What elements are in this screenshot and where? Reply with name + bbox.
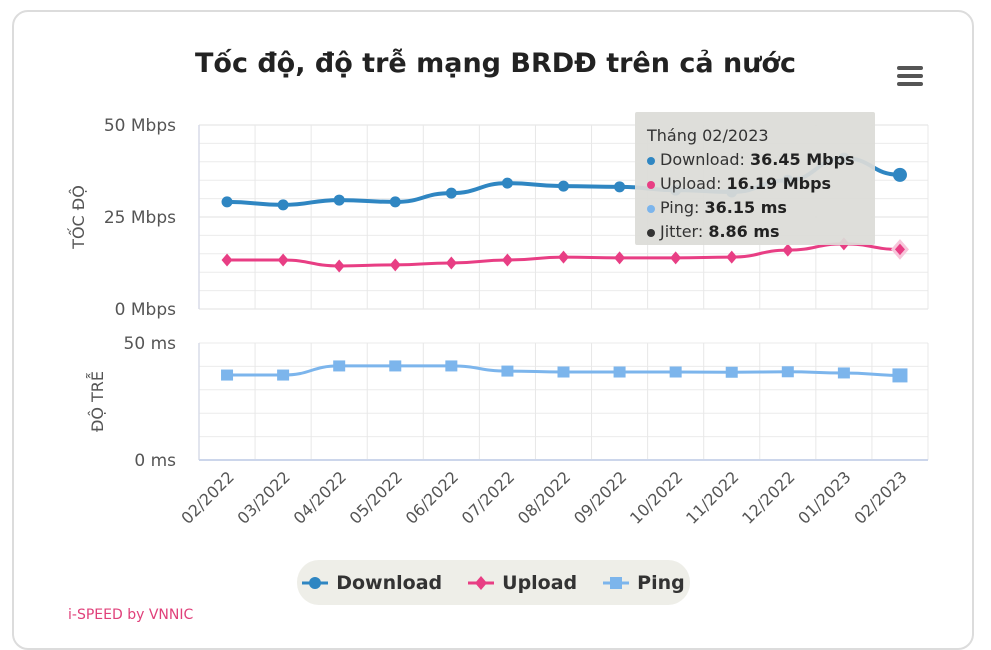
x-tick-label: 11/2022: [682, 467, 742, 527]
data-point-upload: [333, 259, 345, 273]
tooltip-row-ping: Ping: 36.15 ms: [647, 196, 863, 220]
dot-icon: [647, 156, 655, 165]
tooltip-value: 36.15 ms: [704, 198, 787, 217]
data-point-upload: [890, 239, 909, 260]
hamburger-icon[interactable]: [897, 66, 923, 88]
data-point-ping: [892, 368, 908, 383]
data-point-ping: [781, 366, 794, 378]
y-tick-label: 50 Mbps: [104, 116, 176, 136]
x-tick-label: 10/2022: [626, 467, 686, 527]
tooltip-label: Upload:: [660, 174, 727, 193]
square-marker-icon: [603, 576, 630, 589]
data-point-upload: [501, 253, 513, 267]
data-point-download: [614, 181, 626, 193]
chart-title: Tốc độ, độ trễ mạng BRDĐ trên cả nước: [194, 48, 796, 79]
x-tick-label: 06/2022: [402, 467, 462, 527]
data-point-download: [892, 167, 907, 182]
data-point-ping: [221, 369, 234, 381]
y-tick-label: 0 ms: [134, 451, 176, 471]
dot-icon: [647, 204, 655, 213]
data-point-upload: [558, 250, 569, 264]
legend-label: Upload: [502, 571, 578, 594]
y-axis-title: ĐỘ TRỄ: [86, 371, 107, 432]
data-point-ping: [837, 367, 850, 379]
tooltip-header: Tháng 02/2023: [647, 126, 769, 145]
x-tick-label: 08/2022: [514, 467, 574, 527]
tooltip-row-jitter: Jitter: 8.86 ms: [647, 220, 863, 244]
tooltip-label: Download:: [660, 150, 751, 169]
x-tick-label: 02/2023: [850, 467, 910, 527]
x-tick-label: 12/2022: [738, 467, 798, 527]
tooltip-row-download: Download: 36.45 Mbps: [647, 148, 863, 172]
data-point-upload: [670, 251, 682, 265]
legend-item-ping[interactable]: Ping: [603, 572, 685, 594]
data-point-upload: [389, 258, 401, 272]
tooltip-value: 16.19 Mbps: [726, 174, 832, 193]
tooltip-row-upload: Upload: 16.19 Mbps: [647, 172, 863, 196]
data-point-ping: [725, 366, 738, 378]
data-point-upload: [445, 256, 457, 270]
y-axis-title: TỐC ĐỘ: [67, 185, 88, 250]
data-point-download: [277, 199, 289, 211]
legend-label: Download: [336, 571, 443, 594]
data-point-ping: [557, 366, 570, 378]
diamond-marker-icon: [468, 575, 495, 590]
x-tick-label: 03/2022: [234, 467, 294, 527]
data-point-ping: [389, 360, 402, 372]
data-point-upload: [221, 253, 233, 267]
data-point-upload: [277, 253, 289, 267]
data-point-download: [333, 194, 345, 206]
chart-svg: 0 Mbps 25 Mbps 50 Mbps TỐC ĐỘ 0 ms 50 ms ĐỘ TR…: [67, 116, 929, 528]
tooltip-value: 36.45 Mbps: [750, 150, 855, 169]
x-tick-label: 07/2022: [458, 467, 518, 527]
legend-item-upload[interactable]: Upload: [468, 572, 577, 594]
dot-icon: [647, 180, 655, 189]
data-point-download: [221, 196, 233, 208]
circle-marker-icon: [302, 576, 329, 589]
x-tick-label: 09/2022: [570, 467, 630, 527]
dot-icon: [647, 228, 655, 237]
x-tick-label: 02/2022: [177, 467, 237, 527]
data-point-ping: [669, 366, 682, 378]
data-point-download: [389, 196, 401, 208]
x-tick-label: 01/2023: [794, 467, 854, 527]
data-point-download: [445, 187, 457, 199]
data-point-download: [558, 180, 569, 192]
data-point-ping: [613, 366, 626, 378]
x-tick-label: 04/2022: [290, 467, 350, 527]
y-tick-label: 0 Mbps: [115, 300, 176, 320]
tooltip-value: 8.86 ms: [708, 222, 780, 241]
y-tick-label: 25 Mbps: [104, 208, 176, 228]
tooltip-label: Jitter:: [660, 222, 709, 241]
tooltip: Tháng 02/2023 Download: 36.45 Mbps Uploa…: [635, 112, 875, 245]
data-point-download: [501, 177, 513, 189]
legend-label: Ping: [637, 571, 685, 594]
data-point-upload: [782, 243, 794, 257]
footer-credit: i-SPEED by VNNIC: [68, 607, 194, 623]
legend: Download Upload Ping: [297, 560, 690, 605]
data-point-ping: [501, 365, 514, 377]
x-tick-label: 05/2022: [346, 467, 406, 527]
y-tick-label: 50 ms: [124, 334, 177, 354]
data-point-ping: [333, 360, 346, 372]
legend-item-download[interactable]: Download: [302, 572, 442, 594]
data-point-upload: [726, 250, 738, 264]
data-point-ping: [277, 369, 290, 381]
data-point-ping: [445, 360, 458, 372]
data-point-upload: [614, 251, 626, 265]
tooltip-label: Ping:: [660, 198, 705, 217]
